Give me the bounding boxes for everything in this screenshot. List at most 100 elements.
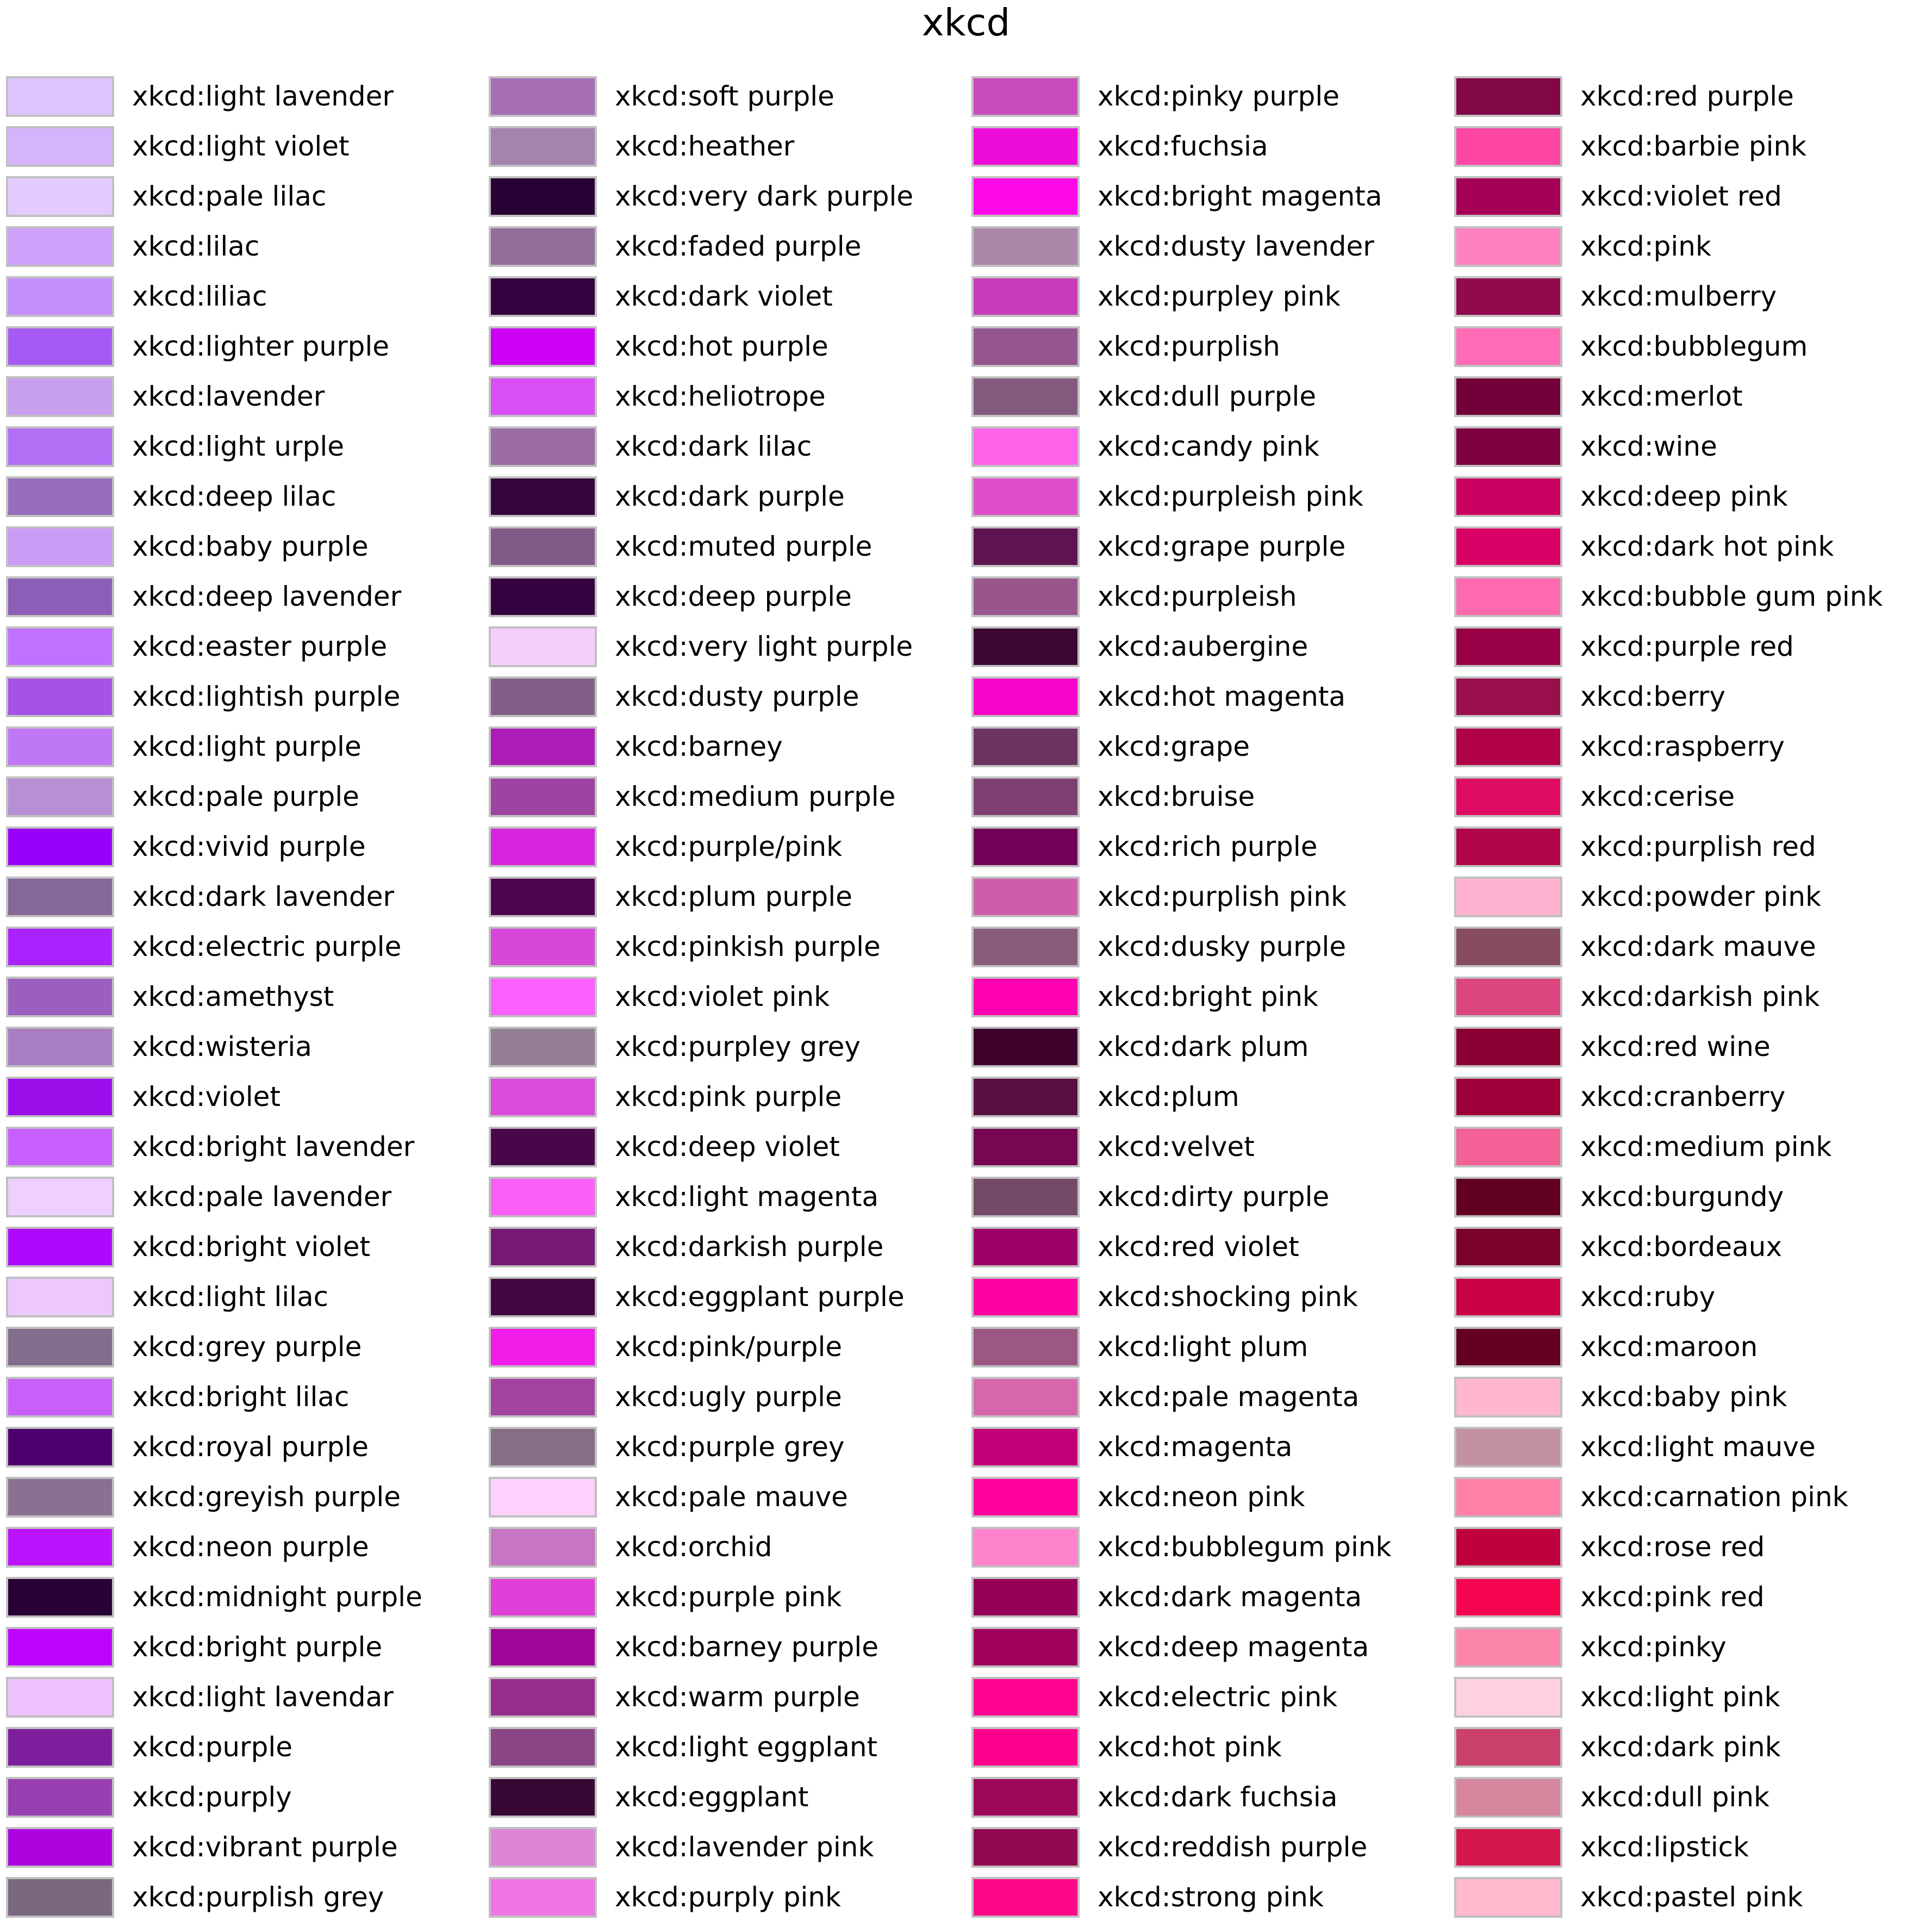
color-label: xkcd:pale lavender (132, 1181, 392, 1213)
color-label: xkcd:lighter purple (132, 331, 390, 362)
color-label: xkcd:dirty purple (1098, 1181, 1330, 1213)
color-label: xkcd:red purple (1580, 80, 1794, 112)
color-label: xkcd:red violet (1098, 1231, 1299, 1263)
color-label: xkcd:bubblegum (1580, 331, 1808, 362)
color-label: xkcd:dark magenta (1098, 1581, 1362, 1613)
color-label: xkcd:wisteria (132, 1031, 312, 1062)
color-swatch (6, 626, 114, 667)
color-swatch (971, 1527, 1080, 1568)
color-swatch (1454, 726, 1562, 767)
color-label: xkcd:purpleish pink (1098, 481, 1363, 512)
color-swatch (489, 1327, 597, 1367)
color-label: xkcd:light lilac (132, 1281, 329, 1313)
color-swatch (489, 1727, 597, 1768)
color-label: xkcd:red wine (1580, 1031, 1771, 1062)
color-label: xkcd:carnation pink (1580, 1481, 1848, 1513)
color-swatch (489, 476, 597, 517)
color-label: xkcd:light plum (1098, 1331, 1308, 1363)
color-label: xkcd:lipstick (1580, 1831, 1749, 1863)
color-label: xkcd:dark mauve (1580, 931, 1816, 962)
color-swatch (1454, 176, 1562, 217)
color-swatch (1454, 1627, 1562, 1668)
color-swatch (489, 1427, 597, 1468)
color-label: xkcd:greyish purple (132, 1481, 401, 1513)
color-swatch (6, 1777, 114, 1818)
color-swatch (1454, 1277, 1562, 1317)
color-swatch (489, 1377, 597, 1418)
color-swatch (1454, 1077, 1562, 1117)
color-swatch (6, 927, 114, 967)
color-label: xkcd:muted purple (615, 531, 872, 562)
color-label: xkcd:magenta (1098, 1431, 1293, 1463)
color-label: xkcd:deep lilac (132, 481, 336, 512)
color-swatch (1454, 1677, 1562, 1718)
color-label: xkcd:bubble gum pink (1580, 581, 1883, 612)
color-swatch (489, 1277, 597, 1317)
color-label: xkcd:easter purple (132, 631, 388, 662)
color-label: xkcd:powder pink (1580, 881, 1822, 912)
color-label: xkcd:wine (1580, 431, 1717, 462)
color-swatch (6, 877, 114, 917)
color-swatch (489, 576, 597, 617)
color-label: xkcd:dark pink (1580, 1731, 1781, 1763)
color-swatch (1454, 1527, 1562, 1568)
color-swatch (6, 1277, 114, 1317)
color-label: xkcd:dark lilac (615, 431, 812, 462)
color-label: xkcd:darkish pink (1580, 981, 1820, 1012)
color-label: xkcd:light urple (132, 431, 344, 462)
color-label: xkcd:maroon (1580, 1331, 1758, 1363)
color-swatch (6, 726, 114, 767)
color-label: xkcd:pale purple (132, 781, 359, 812)
color-label: xkcd:purplish grey (132, 1881, 384, 1913)
color-label: xkcd:light lavendar (132, 1681, 394, 1713)
color-label: xkcd:deep magenta (1098, 1631, 1369, 1663)
color-label: xkcd:aubergine (1098, 631, 1308, 662)
color-label: xkcd:raspberry (1580, 731, 1785, 762)
color-swatch (1454, 826, 1562, 867)
color-label: xkcd:purple pink (615, 1581, 842, 1613)
color-swatch (971, 576, 1080, 617)
color-label: xkcd:heliotrope (615, 381, 826, 412)
color-label: xkcd:reddish purple (1098, 1831, 1368, 1863)
color-swatch (971, 1077, 1080, 1117)
color-swatch (489, 326, 597, 367)
color-swatch (971, 726, 1080, 767)
color-label: xkcd:vivid purple (132, 831, 366, 862)
color-swatch (489, 1227, 597, 1267)
color-swatch (1454, 1127, 1562, 1167)
color-swatch (1454, 1877, 1562, 1918)
color-label: xkcd:lavender (132, 381, 325, 412)
color-swatch (1454, 676, 1562, 717)
color-swatch (489, 126, 597, 167)
color-swatch (1454, 1477, 1562, 1518)
color-swatch (971, 1177, 1080, 1217)
color-label: xkcd:grape (1098, 731, 1250, 762)
color-label: xkcd:purple red (1580, 631, 1794, 662)
color-label: xkcd:pink red (1580, 1581, 1765, 1613)
color-swatch (489, 676, 597, 717)
color-swatch (6, 1727, 114, 1768)
color-label: xkcd:dusty purple (615, 681, 859, 712)
color-label: xkcd:bubblegum pink (1098, 1531, 1392, 1563)
color-label: xkcd:bright lavender (132, 1131, 415, 1163)
color-swatch (489, 1077, 597, 1117)
color-label: xkcd:lavender pink (615, 1831, 874, 1863)
color-label: xkcd:purple grey (615, 1431, 845, 1463)
color-swatch (6, 826, 114, 867)
color-label: xkcd:light magenta (615, 1181, 879, 1213)
color-label: xkcd:pinky (1580, 1631, 1727, 1663)
color-label: xkcd:pale magenta (1098, 1381, 1360, 1413)
color-label: xkcd:dusky purple (1098, 931, 1347, 962)
color-label: xkcd:hot purple (615, 331, 828, 362)
color-swatch (6, 1377, 114, 1418)
color-swatch (6, 326, 114, 367)
color-swatch (489, 376, 597, 417)
color-label: xkcd:lilac (132, 231, 260, 262)
color-label: xkcd:ruby (1580, 1281, 1716, 1313)
color-swatch (489, 1127, 597, 1167)
color-swatch (489, 1627, 597, 1668)
color-swatch (6, 376, 114, 417)
color-label: xkcd:pinkish purple (615, 931, 881, 962)
color-label: xkcd:barbie pink (1580, 130, 1807, 162)
color-label: xkcd:purple (132, 1731, 292, 1763)
